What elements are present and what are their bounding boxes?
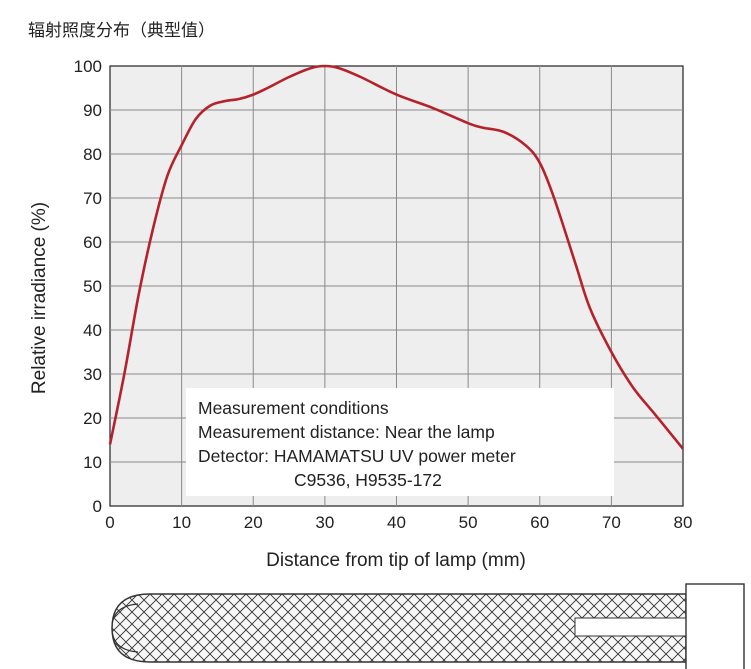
x-tick-label: 0 [105, 513, 114, 532]
x-tick-label: 70 [602, 513, 621, 532]
y-tick-label: 30 [83, 365, 102, 384]
y-tick-label: 70 [83, 189, 102, 208]
annotation-line-3: Detector: HAMAMATSU UV power meter [198, 446, 516, 466]
irradiance-series-line [108, 64, 685, 450]
lamp-base [685, 583, 745, 669]
x-tick-label: 60 [530, 513, 549, 532]
y-tick-label: 80 [83, 145, 102, 164]
x-tick-label: 10 [172, 513, 191, 532]
y-tick-label: 100 [74, 57, 102, 76]
y-tick-label: 40 [83, 321, 102, 340]
grid-lines [110, 66, 683, 506]
y-tick-label: 20 [83, 409, 102, 428]
lamp-electrode [574, 617, 687, 637]
lamp-tip [111, 603, 139, 653]
measurement-notes: Measurement conditions Measurement dista… [198, 396, 516, 492]
x-tick-label: 30 [315, 513, 334, 532]
x-axis-label: Distance from tip of lamp (mm) [266, 550, 526, 571]
annotation-line-4: C9536, H9535-172 [294, 470, 442, 490]
annotation-box [186, 388, 614, 496]
x-tick-label: 50 [459, 513, 478, 532]
y-tick-label: 0 [93, 497, 102, 516]
chart-title: 辐射照度分布（典型值） [28, 21, 215, 41]
lamp-diagram-icon [111, 583, 745, 669]
y-tick-label: 90 [83, 101, 102, 120]
annotation-line-1: Measurement conditions [198, 398, 389, 418]
y-tick-label: 50 [83, 277, 102, 296]
y-tick-label: 60 [83, 233, 102, 252]
x-tick-label: 80 [674, 513, 693, 532]
series-group [108, 64, 685, 450]
annotation-line-2: Measurement distance: Near the lamp [198, 422, 495, 442]
tick-labels: 0 10 20 30 40 50 60 70 80 0 10 20 30 40 50 60 70 80 90 100 [74, 57, 693, 532]
y-tick-label: 10 [83, 453, 102, 472]
y-axis-label: Relative irradiance (%) [29, 201, 50, 395]
x-tick-label: 20 [244, 513, 263, 532]
x-tick-label: 40 [387, 513, 406, 532]
